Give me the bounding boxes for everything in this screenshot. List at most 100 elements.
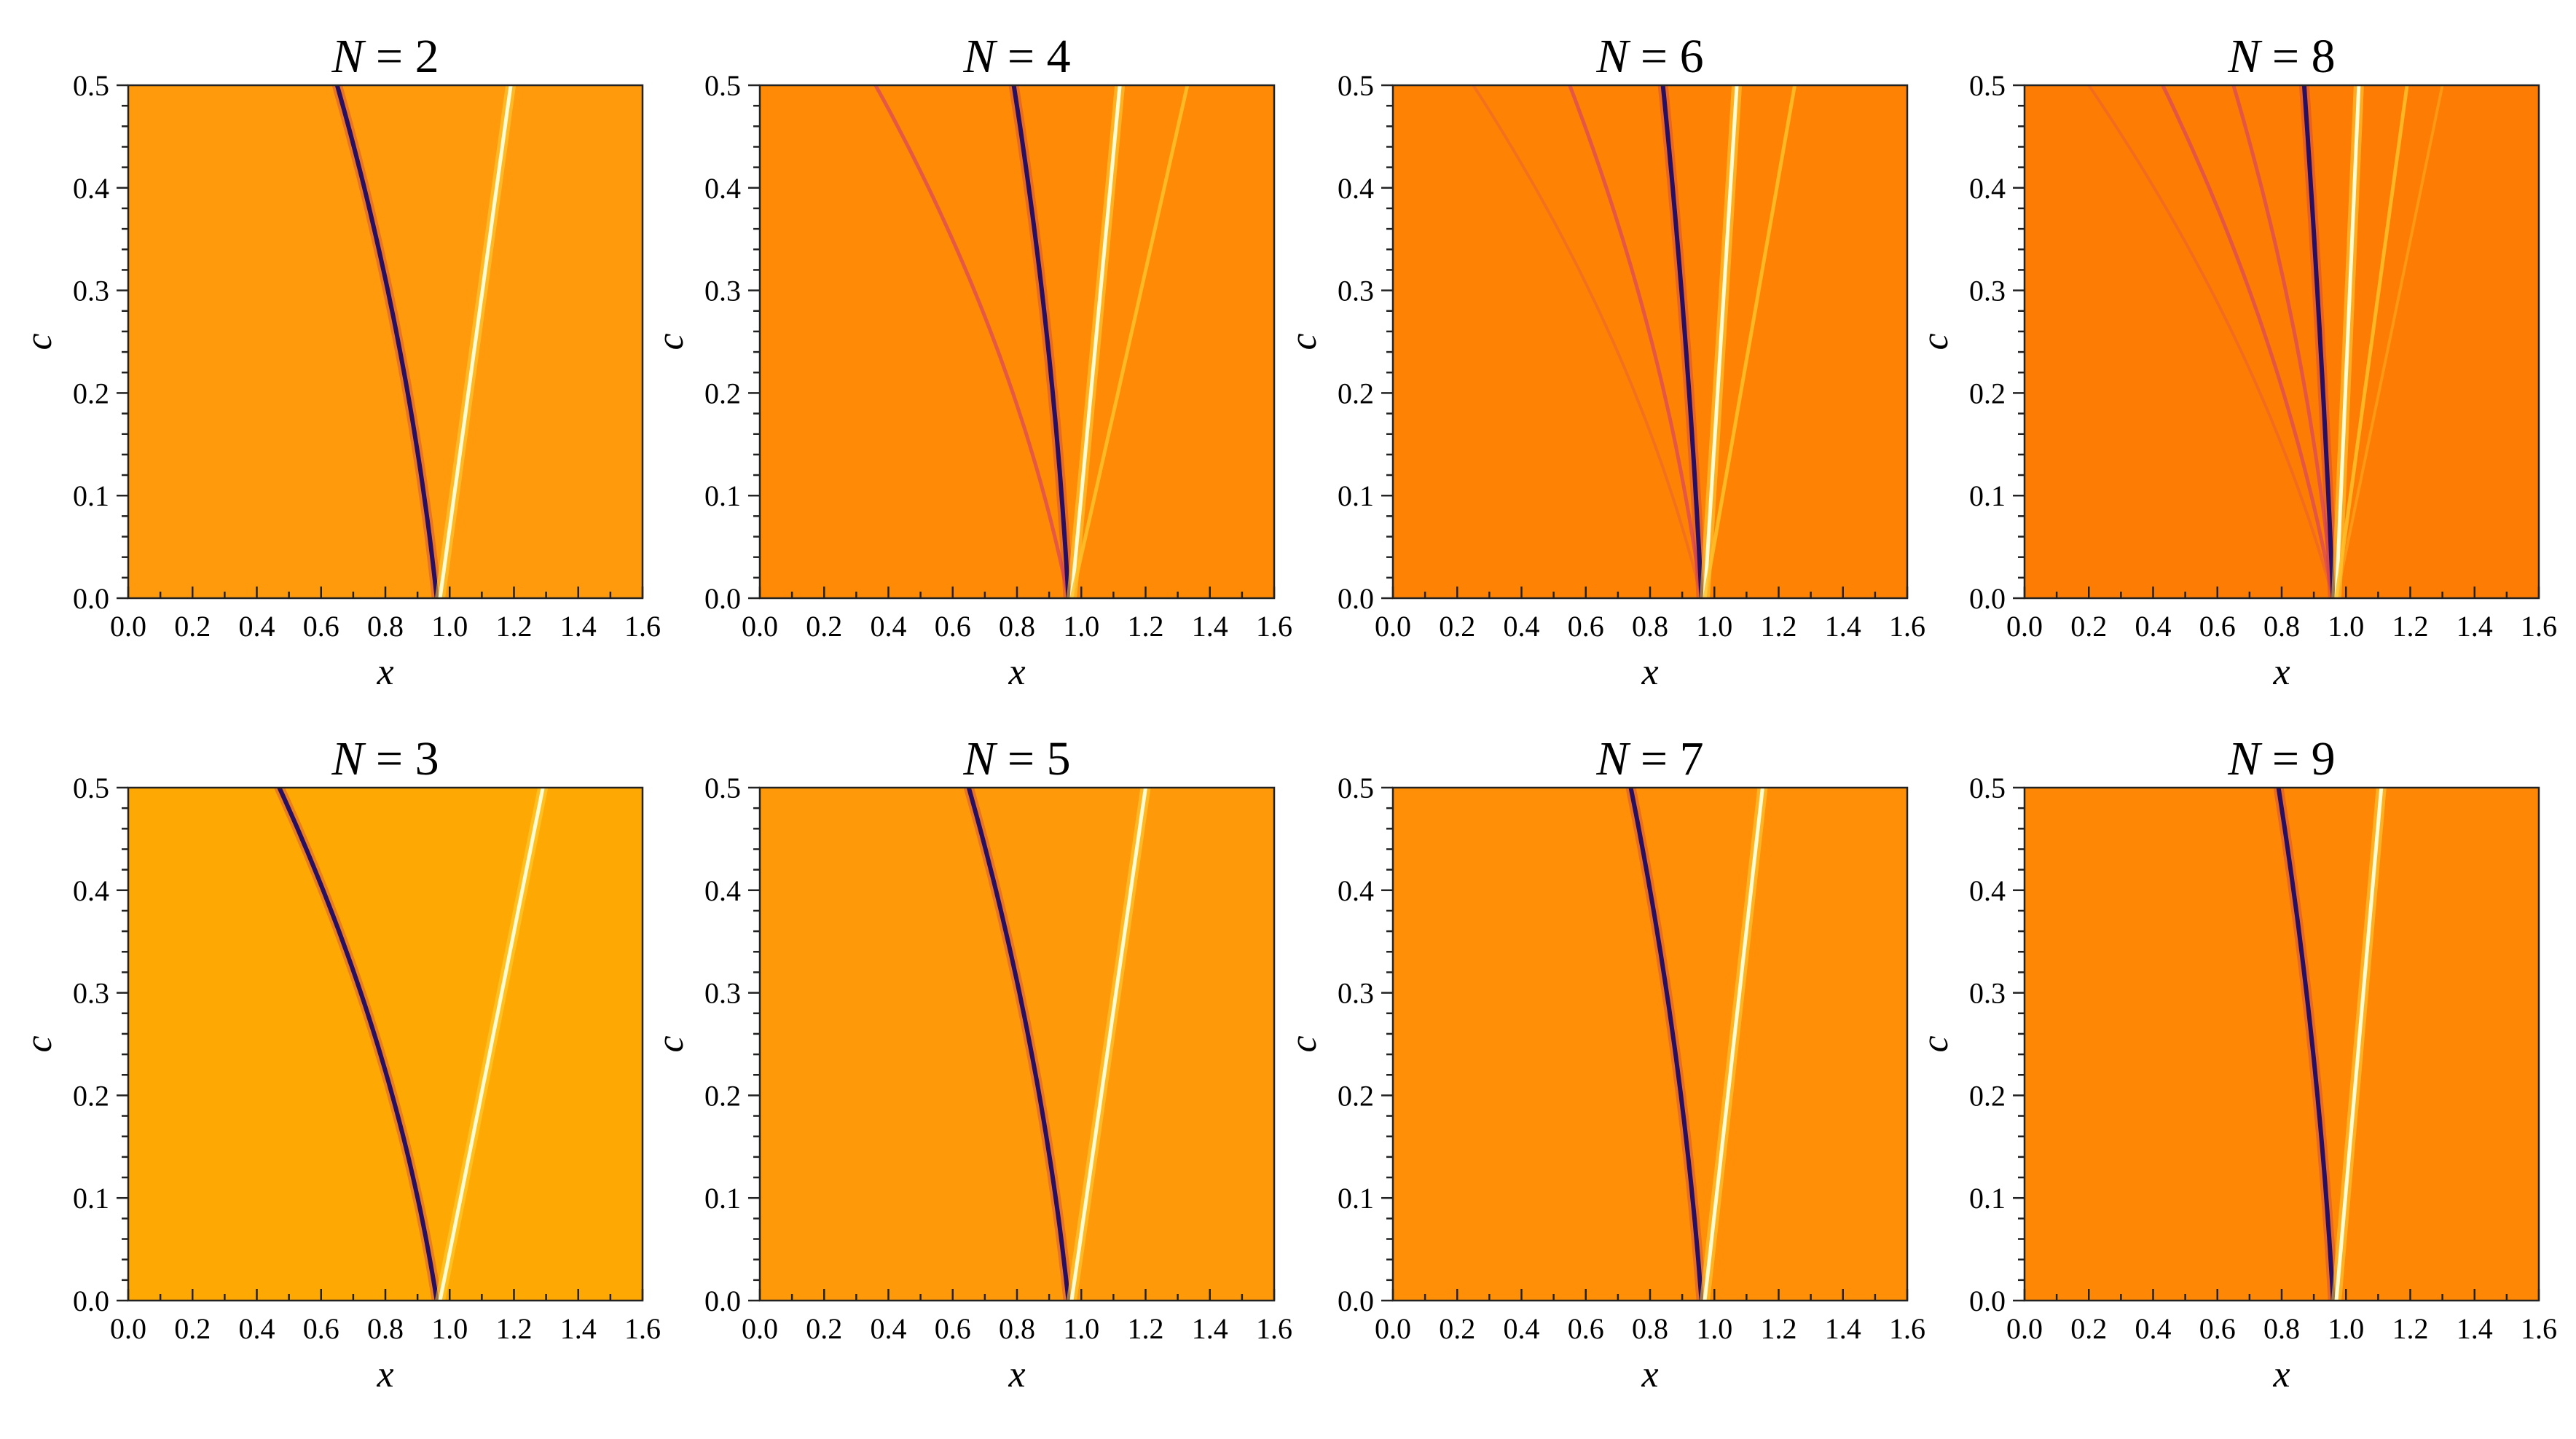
- subplot-title: N = 2: [331, 30, 439, 83]
- curves: [2273, 788, 2387, 1301]
- x-tick-label: 0.8: [367, 1312, 404, 1345]
- title-equals: =: [995, 30, 1046, 83]
- x-tick-label: 0.6: [935, 610, 971, 643]
- y-tick-label: 0.4: [704, 874, 741, 907]
- x-axis-label: x: [2272, 651, 2290, 693]
- y-tick-label: 0.5: [1969, 69, 2006, 102]
- heatmap-background: [2025, 85, 2539, 598]
- x-axis-label: x: [1008, 1354, 1025, 1395]
- y-tick-label: 0.1: [1969, 479, 2006, 512]
- x-tick-label: 0.0: [110, 610, 146, 643]
- curve-dark-2-core: [1660, 85, 1704, 598]
- x-tick-label: 1.0: [1063, 1312, 1099, 1345]
- x-tick-label: 0.4: [1504, 1312, 1540, 1345]
- title-equals: =: [2260, 732, 2311, 785]
- x-tick-label: 1.2: [496, 610, 533, 643]
- curves: [274, 788, 549, 1301]
- curve-bright-1-core: [2334, 788, 2384, 1301]
- curve-bright-2-core: [1069, 85, 1122, 598]
- x-tick-label: 1.0: [2328, 610, 2364, 643]
- curves: [331, 85, 517, 598]
- y-tick-label: 0.5: [704, 69, 741, 102]
- x-axis-label: x: [1641, 651, 1658, 693]
- x-tick-label: 1.2: [1761, 1312, 1797, 1345]
- subplot-N-2: 0.0 0.2 0.4 0.6 0.8 1.0 1.2 1.4 1.6 0.0 0.1 0.2 0.3 0…: [18, 30, 661, 693]
- x-tick-label: 0.8: [2263, 610, 2300, 643]
- y-axis-label: c: [1283, 333, 1324, 350]
- title-value: 3: [415, 732, 439, 785]
- y-tick-label: 0.3: [1969, 977, 2006, 1010]
- curves: [2087, 85, 2444, 598]
- y-tick-label: 0.1: [1338, 479, 1374, 512]
- x-tick-label: 0.4: [239, 1312, 275, 1345]
- curve-faint-dark-1-glow: [2161, 85, 2336, 598]
- x-tick-label: 1.4: [2457, 610, 2493, 643]
- curve-bright-3-core: [1703, 85, 1739, 598]
- subplot-N-7: 0.0 0.2 0.4 0.6 0.8 1.0 1.2 1.4 1.6 0.0 0.1 0.2 0.3 0…: [1283, 732, 1925, 1395]
- x-tick-label: 1.4: [1192, 1312, 1228, 1345]
- curve-faint-dark-0-glow: [873, 85, 1071, 598]
- x-tick-label: 1.0: [1063, 610, 1099, 643]
- y-tick-label: 0.2: [704, 1079, 741, 1112]
- y-tick-label: 0.2: [73, 377, 109, 409]
- heatmap-background: [128, 788, 643, 1301]
- curves: [963, 788, 1151, 1301]
- y-tick-label: 0.2: [73, 1079, 109, 1112]
- x-tick-label: 1.4: [2457, 1312, 2493, 1345]
- y-tick-label: 0.1: [73, 479, 109, 512]
- curve-dark-0-core: [2276, 788, 2336, 1301]
- y-tick-label: 0.2: [1338, 377, 1374, 409]
- y-tick-label: 0.0: [704, 582, 741, 615]
- x-tick-label: 1.4: [1825, 610, 1861, 643]
- curve-bright-1-core: [1069, 788, 1147, 1301]
- title-equals: =: [364, 732, 415, 785]
- curve-faint-bright-3-glow: [1069, 85, 1190, 598]
- curve-faint-dark-2-glow: [2231, 85, 2336, 598]
- title-value: 8: [2312, 30, 2336, 83]
- x-tick-label: 0.0: [1375, 1312, 1411, 1345]
- x-tick-label: 1.6: [1889, 610, 1925, 643]
- y-axis-label: c: [1915, 333, 1956, 350]
- x-tick-label: 0.6: [303, 1312, 339, 1345]
- y-tick-label: 0.3: [704, 977, 741, 1010]
- curve-dark-0-core: [1628, 788, 1704, 1301]
- x-tick-label: 1.2: [496, 1312, 533, 1345]
- x-axis-label: x: [376, 1354, 393, 1395]
- curve-faint-dark-1-glow: [1568, 85, 1704, 598]
- y-tick-label: 0.3: [1338, 275, 1374, 307]
- x-tick-label: 0.0: [1375, 610, 1411, 643]
- subplot-title: N = 8: [2227, 30, 2335, 83]
- curve-dark-3-core: [2301, 85, 2336, 598]
- x-tick-label: 1.6: [1256, 1312, 1292, 1345]
- curve-dark-0-core: [334, 85, 439, 598]
- y-tick-label: 0.2: [704, 377, 741, 409]
- x-tick-label: 1.0: [1696, 610, 1732, 643]
- title-variable: N: [331, 732, 366, 785]
- curve-dark-0-core: [966, 788, 1071, 1301]
- y-axis-label: c: [1915, 1035, 1956, 1052]
- curve-faintest-bright-6-glow: [2335, 85, 2444, 598]
- x-tick-label: 1.4: [1192, 610, 1228, 643]
- y-tick-label: 0.4: [73, 172, 109, 205]
- y-tick-label: 0.1: [1969, 1182, 2006, 1215]
- heatmap-background: [1393, 788, 1907, 1301]
- title-value: 5: [1047, 732, 1071, 785]
- x-tick-label: 0.8: [999, 610, 1035, 643]
- x-tick-label: 1.2: [2392, 610, 2429, 643]
- y-tick-label: 0.3: [704, 275, 741, 307]
- subplot-N-4: 0.0 0.2 0.4 0.6 0.8 1.0 1.2 1.4 1.6 0.0 0.1 0.2 0.3 0…: [650, 30, 1292, 693]
- title-equals: =: [995, 732, 1046, 785]
- x-tick-label: 0.2: [1439, 610, 1475, 643]
- curve-faintest-dark-0-glow: [2087, 85, 2335, 598]
- x-tick-label: 0.0: [742, 1312, 778, 1345]
- title-variable: N: [962, 30, 998, 83]
- y-tick-label: 0.1: [704, 479, 741, 512]
- y-tick-label: 0.4: [704, 172, 741, 205]
- x-tick-label: 1.0: [431, 1312, 468, 1345]
- title-variable: N: [1595, 732, 1631, 785]
- curve-bright-1-core: [438, 85, 513, 598]
- y-tick-label: 0.5: [1969, 772, 2006, 804]
- title-equals: =: [1628, 30, 1679, 83]
- curve-dark-0-core: [277, 788, 439, 1301]
